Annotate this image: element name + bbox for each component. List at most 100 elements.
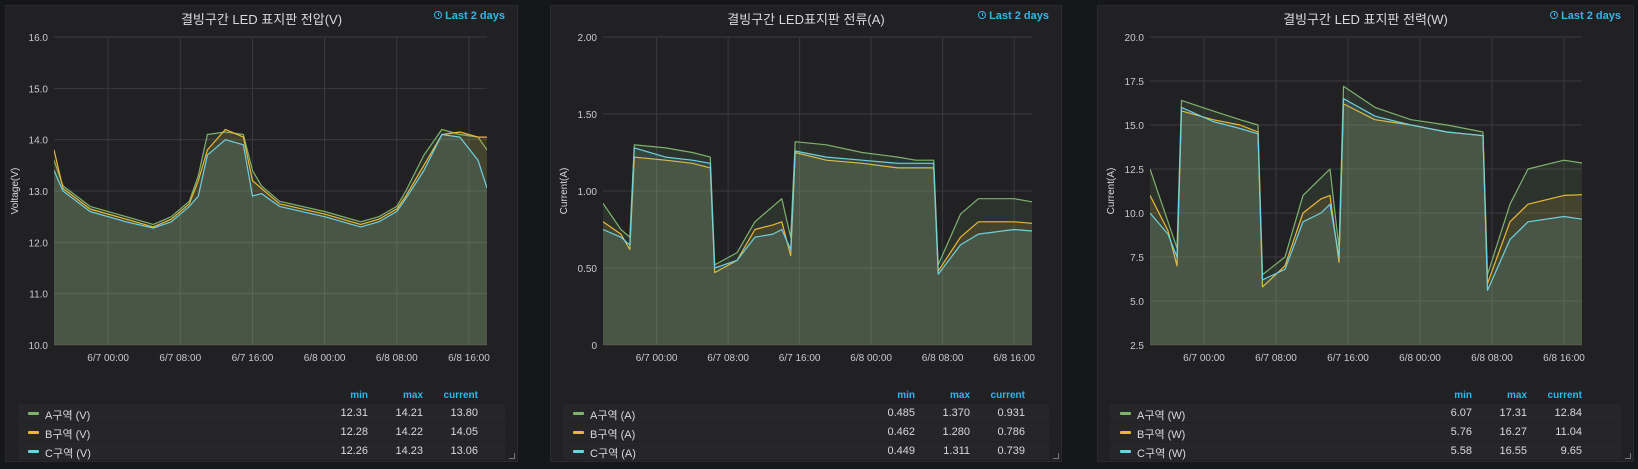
legend-swatch[interactable]	[573, 412, 584, 415]
series-line-1[interactable]	[54, 128, 487, 225]
series-line-1[interactable]	[1150, 85, 1582, 276]
resize-handle[interactable]	[509, 453, 515, 459]
legend-header-current[interactable]: current	[443, 390, 478, 401]
legend-series-name[interactable]: A구역 (A)	[590, 410, 636, 422]
y-tick-label: 15.0	[1125, 121, 1145, 132]
legend-row[interactable]: B구역 (V) 12.28 14.22 14.05	[18, 423, 505, 441]
y-tick-label: 1.50	[578, 110, 598, 121]
y-tick-label: 2.00	[578, 33, 598, 44]
legend-header: min max current	[563, 388, 1049, 404]
legend: min max current A구역 (V) 12.31 14.21 13.80 B구역 (…	[18, 388, 505, 461]
legend-series-name[interactable]: B구역 (W)	[1137, 429, 1186, 441]
resize-handle[interactable]	[1053, 453, 1059, 459]
legend-value-current: 0.739	[997, 445, 1025, 457]
y-tick-label: 0.50	[578, 264, 598, 275]
legend-value-max: 14.21	[395, 407, 423, 419]
legend-value-min: 12.28	[340, 426, 368, 438]
time-range-link[interactable]: Last 2 days	[434, 10, 505, 22]
x-tick-label: 6/7 00:00	[87, 353, 129, 364]
current-chart: 0 0.50 1.00 1.50 2.00 6/7 00:00 6/7 08:00 6/7 1…	[559, 33, 1035, 364]
series-line-2[interactable]	[54, 128, 487, 228]
legend-value-max: 16.27	[1499, 426, 1527, 438]
series-area-1	[603, 141, 1032, 345]
x-tick-label: 6/8 08:00	[376, 353, 418, 364]
y-axis-label: Current(A)	[559, 168, 570, 215]
series-group	[603, 141, 1032, 345]
legend-swatch[interactable]	[28, 450, 39, 453]
x-tick-label: 6/8 16:00	[1543, 353, 1585, 364]
legend-row[interactable]: A구역 (V) 12.31 14.21 13.80	[18, 404, 505, 422]
series-line-3[interactable]	[1150, 98, 1582, 291]
legend-value-current: 0.931	[997, 407, 1025, 419]
legend-series-name[interactable]: B구역 (V)	[45, 429, 91, 441]
x-tick-label: 6/7 16:00	[1327, 353, 1369, 364]
time-range-link[interactable]: Last 2 days	[1550, 10, 1621, 22]
series-area-3	[603, 147, 1032, 345]
y-tick-label: 15.0	[29, 84, 49, 95]
legend-swatch[interactable]	[28, 412, 39, 415]
legend-row[interactable]: C구역 (W) 5.58 16.55 9.65	[1110, 442, 1621, 460]
legend-header-max[interactable]: max	[949, 390, 970, 401]
x-tick-label: 6/8 00:00	[304, 353, 346, 364]
series-area-1	[54, 129, 487, 345]
y-tick-label: 14.0	[29, 136, 49, 147]
legend-header-min[interactable]: min	[897, 390, 915, 401]
legend-value-min: 0.485	[887, 407, 915, 419]
legend-swatch[interactable]	[1120, 412, 1131, 415]
legend-value-max: 16.55	[1499, 445, 1527, 457]
time-range-link[interactable]: Last 2 days	[978, 10, 1049, 22]
legend-value-current: 14.05	[450, 426, 478, 438]
panel-title[interactable]: 결빙구간 LED 표지판 전력(W)	[1283, 12, 1448, 27]
legend-swatch[interactable]	[1120, 431, 1131, 434]
legend-value-min: 6.07	[1450, 407, 1472, 419]
series-line-1[interactable]	[603, 141, 1032, 266]
series-area-2	[603, 152, 1032, 345]
series-area-2	[1150, 103, 1582, 345]
series-line-3[interactable]	[603, 147, 1032, 275]
legend-series-name[interactable]: A구역 (W)	[1137, 410, 1186, 422]
legend-value-min: 5.76	[1450, 426, 1472, 438]
x-tick-label: 6/8 00:00	[1399, 353, 1441, 364]
panel-title[interactable]: 결빙구간 LED 표지판 전압(V)	[180, 12, 343, 27]
legend-header-max[interactable]: max	[1506, 390, 1527, 401]
y-tick-label: 13.0	[29, 187, 49, 198]
y-tick-label: 12.0	[29, 238, 49, 249]
legend-series-name[interactable]: C구역 (V)	[45, 448, 91, 460]
legend-series-name[interactable]: A구역 (V)	[45, 410, 91, 422]
legend-header-current[interactable]: current	[1547, 390, 1582, 401]
x-tick-label: 6/7 08:00	[1255, 353, 1297, 364]
legend-swatch[interactable]	[1120, 450, 1131, 453]
series-line-3[interactable]	[54, 133, 487, 229]
power-panel: 결빙구간 LED 표지판 전력(W) Last 2 days 2.5 5.0 7.5…	[1097, 5, 1634, 462]
legend-header-max[interactable]: max	[402, 390, 423, 401]
legend-header-min[interactable]: min	[350, 390, 368, 401]
legend-row[interactable]: A구역 (W) 6.07 17.31 12.84	[1110, 404, 1621, 422]
x-tick-label: 6/8 08:00	[922, 353, 964, 364]
x-tick-label: 6/8 16:00	[448, 353, 490, 364]
legend-swatch[interactable]	[28, 431, 39, 434]
legend-value-current: 13.80	[450, 407, 478, 419]
legend-row[interactable]: C구역 (A) 0.449 1.311 0.739	[563, 442, 1049, 460]
legend-header-current[interactable]: current	[990, 390, 1025, 401]
legend-value-min: 5.58	[1450, 445, 1472, 457]
legend-row[interactable]: A구역 (A) 0.485 1.370 0.931	[563, 404, 1049, 422]
x-tick-label: 6/7 08:00	[159, 353, 201, 364]
legend-row[interactable]: B구역 (A) 0.462 1.280 0.786	[563, 423, 1049, 441]
current-panel: 결빙구간 LED표지판 전류(A) Last 2 days 0 0.50 1.00 1…	[550, 5, 1062, 462]
legend-row[interactable]: B구역 (W) 5.76 16.27 11.04	[1110, 423, 1621, 441]
y-tick-label: 12.5	[1125, 165, 1145, 176]
legend-series-name[interactable]: C구역 (W)	[1137, 448, 1186, 460]
legend-series-name[interactable]: C구역 (A)	[590, 448, 636, 460]
legend-swatch[interactable]	[573, 450, 584, 453]
legend-row[interactable]: C구역 (V) 12.26 14.23 13.06	[18, 442, 505, 460]
legend-swatch[interactable]	[573, 431, 584, 434]
legend-header-min[interactable]: min	[1454, 390, 1472, 401]
legend-value-current: 9.65	[1560, 445, 1582, 457]
resize-handle[interactable]	[1625, 453, 1631, 459]
y-tick-label: 5.0	[1130, 297, 1144, 308]
power-chart: 2.5 5.0 7.5 10.0 12.5 15.0 17.5 20.0 6/7 00:00 6/…	[1106, 33, 1585, 364]
panel-title[interactable]: 결빙구간 LED표지판 전류(A)	[727, 12, 885, 27]
legend-value-current: 11.04	[1555, 426, 1582, 438]
legend-value-min: 12.26	[340, 445, 368, 457]
legend-series-name[interactable]: B구역 (A)	[590, 429, 636, 441]
